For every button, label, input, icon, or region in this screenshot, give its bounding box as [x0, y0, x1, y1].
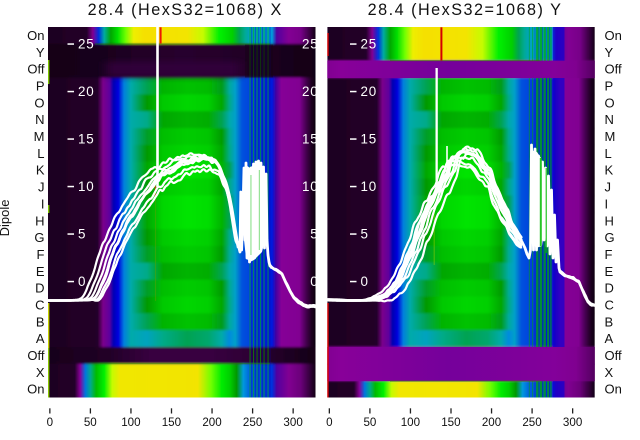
svg-text:20: 20: [78, 84, 95, 99]
svg-text:X: X: [605, 365, 614, 380]
svg-text:G: G: [34, 230, 44, 245]
svg-text:I: I: [605, 196, 609, 211]
svg-text:15: 15: [361, 132, 378, 147]
svg-text:On: On: [605, 28, 622, 43]
svg-text:A: A: [605, 331, 614, 346]
svg-text:5: 5: [361, 227, 369, 242]
svg-text:Off: Off: [605, 62, 622, 77]
svg-text:E: E: [36, 264, 45, 279]
svg-text:250: 250: [522, 416, 541, 429]
svg-text:10: 10: [78, 179, 95, 194]
svg-text:0: 0: [361, 274, 369, 289]
svg-text:O: O: [34, 95, 44, 110]
svg-text:D: D: [35, 281, 44, 296]
svg-text:Off: Off: [27, 348, 44, 363]
svg-text:N: N: [605, 112, 614, 127]
svg-text:100: 100: [121, 416, 140, 429]
svg-text:K: K: [605, 163, 614, 178]
svg-text:25: 25: [78, 37, 95, 52]
svg-text:300: 300: [563, 416, 582, 429]
svg-text:C: C: [35, 298, 44, 313]
svg-text:Off: Off: [27, 62, 44, 77]
svg-text:On: On: [27, 28, 44, 43]
svg-text:50: 50: [363, 416, 376, 429]
svg-text:O: O: [605, 95, 615, 110]
svg-text:J: J: [38, 180, 45, 195]
svg-text:M: M: [34, 129, 45, 144]
svg-text:200: 200: [202, 416, 221, 429]
svg-text:X: X: [36, 365, 45, 380]
svg-text:F: F: [605, 247, 613, 262]
svg-text:5: 5: [310, 227, 318, 242]
svg-text:25: 25: [361, 37, 378, 52]
svg-text:50: 50: [84, 416, 97, 429]
svg-text:M: M: [605, 129, 616, 144]
svg-text:300: 300: [283, 416, 302, 429]
svg-text:250: 250: [243, 416, 262, 429]
svg-text:150: 150: [441, 416, 460, 429]
svg-text:E: E: [605, 264, 614, 279]
svg-text:C: C: [605, 298, 614, 313]
svg-text:0: 0: [326, 416, 332, 429]
svg-text:20: 20: [302, 84, 319, 99]
svg-text:Off: Off: [605, 348, 622, 363]
svg-text:28.4 (HexS32=1068) Y: 28.4 (HexS32=1068) Y: [368, 1, 563, 19]
svg-text:Y: Y: [36, 45, 45, 60]
svg-text:H: H: [605, 213, 614, 228]
svg-text:N: N: [35, 112, 44, 127]
svg-text:D: D: [605, 281, 614, 296]
svg-text:20: 20: [361, 84, 378, 99]
svg-text:25: 25: [302, 37, 319, 52]
svg-text:15: 15: [302, 132, 319, 147]
svg-text:L: L: [37, 146, 44, 161]
svg-text:A: A: [36, 331, 45, 346]
svg-text:0: 0: [47, 416, 53, 429]
svg-text:I: I: [41, 196, 45, 211]
svg-text:On: On: [27, 382, 44, 397]
svg-text:15: 15: [78, 132, 95, 147]
svg-text:On: On: [605, 382, 622, 397]
svg-text:J: J: [605, 180, 612, 195]
svg-text:28.4 (HexS32=1068) X: 28.4 (HexS32=1068) X: [88, 1, 283, 19]
svg-text:P: P: [605, 79, 614, 94]
svg-text:10: 10: [302, 179, 319, 194]
svg-text:F: F: [37, 247, 45, 262]
svg-text:0: 0: [78, 274, 86, 289]
svg-text:10: 10: [361, 179, 378, 194]
svg-text:G: G: [605, 230, 615, 245]
svg-text:B: B: [605, 314, 614, 329]
svg-text:L: L: [605, 146, 612, 161]
svg-text:200: 200: [482, 416, 501, 429]
svg-text:Dipole: Dipole: [0, 200, 12, 237]
svg-text:K: K: [36, 163, 45, 178]
svg-text:Y: Y: [605, 45, 614, 60]
svg-text:0: 0: [310, 274, 318, 289]
svg-text:B: B: [36, 314, 45, 329]
svg-text:H: H: [35, 213, 44, 228]
svg-text:5: 5: [78, 227, 86, 242]
svg-text:150: 150: [162, 416, 181, 429]
svg-text:P: P: [36, 79, 45, 94]
svg-text:100: 100: [401, 416, 420, 429]
